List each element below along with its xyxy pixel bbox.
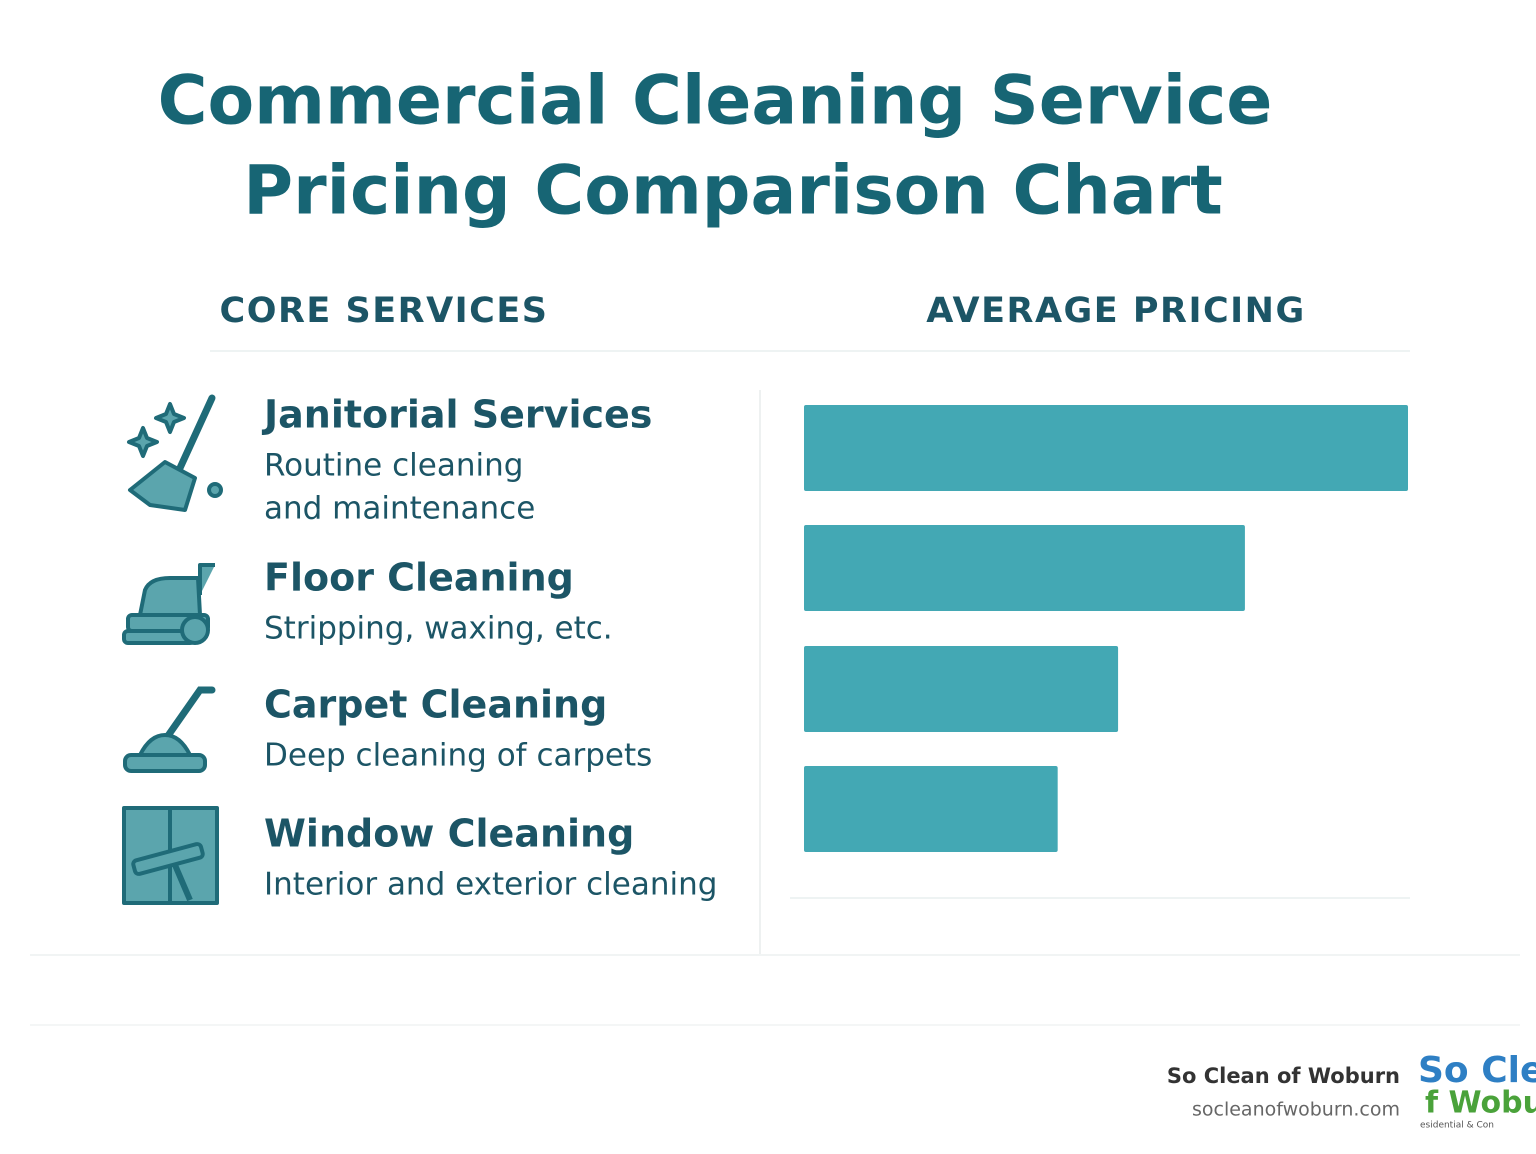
bar xyxy=(804,405,1408,491)
bar xyxy=(804,766,1058,852)
logo-text: So Cle xyxy=(1418,1050,1536,1091)
service-name: Janitorial Services xyxy=(261,393,652,437)
brand-url: socleanofwoburn.com xyxy=(1192,1099,1400,1121)
bar xyxy=(804,525,1245,611)
column-header: CORE SERVICES xyxy=(220,291,549,331)
service-name: Carpet Cleaning xyxy=(264,683,607,727)
floor-machine-icon xyxy=(122,563,215,645)
carpet-cleaner-icon xyxy=(123,686,216,773)
title-line: Commercial Cleaning Service xyxy=(158,62,1273,141)
service-description: Deep cleaning of carpets xyxy=(264,738,652,774)
service-description: Stripping, waxing, etc. xyxy=(264,611,613,647)
logo-text: esidential & Con xyxy=(1420,1121,1494,1131)
logo-text: f Wobu xyxy=(1425,1086,1536,1121)
service-description: Routine cleaning xyxy=(264,448,523,484)
window-icon xyxy=(122,806,219,905)
service-name: Floor Cleaning xyxy=(264,556,574,600)
service-name: Window Cleaning xyxy=(264,812,634,856)
service-description: and maintenance xyxy=(264,491,535,527)
title-line: Pricing Comparison Chart xyxy=(243,152,1222,231)
brand-name: So Clean of Woburn xyxy=(1167,1064,1400,1088)
broom-icon xyxy=(127,394,223,512)
service-description: Interior and exterior cleaning xyxy=(264,867,717,903)
bar xyxy=(804,646,1119,732)
column-header: AVERAGE PRICING xyxy=(926,291,1305,331)
